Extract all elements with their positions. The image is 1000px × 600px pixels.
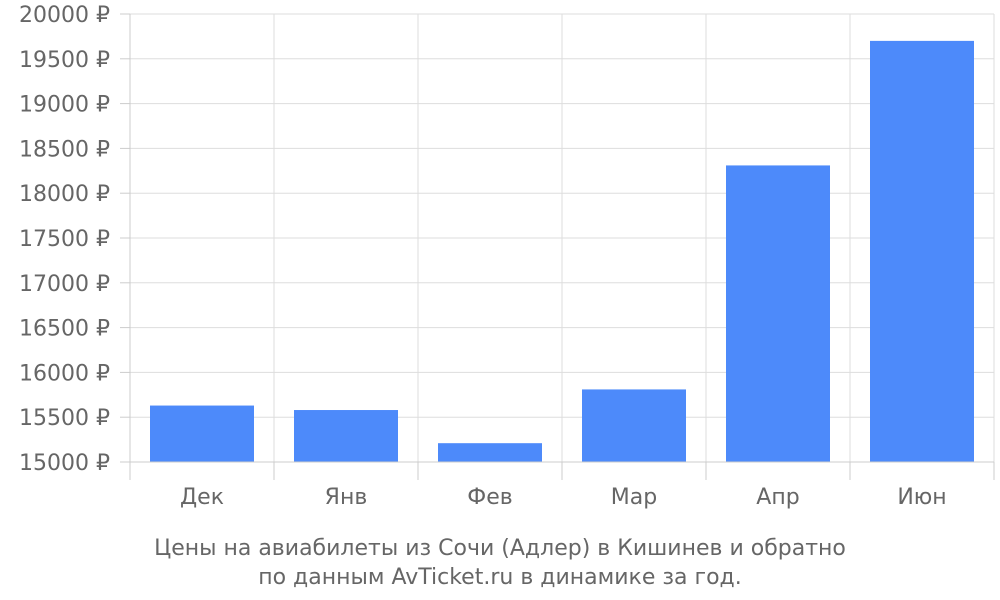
chart-caption-line-2: по данным AvTicket.ru в динамике за год.	[258, 565, 742, 590]
x-tick-label: Янв	[325, 485, 368, 510]
y-tick-label: 15500 ₽	[19, 406, 110, 431]
y-tick-label: 19500 ₽	[19, 48, 110, 73]
y-tick-label: 16000 ₽	[19, 361, 110, 386]
chart-caption-line-1: Цены на авиабилеты из Сочи (Адлер) в Киш…	[154, 536, 846, 561]
y-tick-label: 16500 ₽	[19, 317, 110, 342]
bar-4	[582, 389, 686, 462]
x-axis-ticks: Дек Янв Фев Мар Апр Июн	[180, 485, 947, 510]
x-tick-label: Апр	[756, 485, 799, 510]
x-tick-label: Дек	[180, 485, 224, 510]
x-tick-label: Мар	[611, 485, 657, 510]
bars	[150, 40, 974, 462]
axes	[120, 13, 995, 480]
bar-6	[870, 40, 974, 462]
grid-lines	[129, 13, 995, 463]
bar-1	[150, 405, 254, 462]
y-tick-label: 17000 ₽	[19, 272, 110, 297]
x-tick-label: Фев	[467, 485, 512, 510]
y-tick-label: 18500 ₽	[19, 137, 110, 162]
y-tick-label: 15000 ₽	[19, 451, 110, 476]
y-axis-ticks: 15000 ₽ 15500 ₽ 16000 ₽ 16500 ₽ 17000 ₽ 17500…	[19, 3, 110, 476]
y-tick-label: 17500 ₽	[19, 227, 110, 252]
y-tick-label: 20000 ₽	[19, 3, 110, 28]
bar-3	[438, 443, 542, 462]
bar-2	[294, 410, 398, 462]
y-tick-label: 18000 ₽	[19, 182, 110, 207]
bar-5	[726, 165, 830, 462]
y-tick-label: 19000 ₽	[19, 93, 110, 118]
x-tick-label: Июн	[897, 485, 946, 510]
